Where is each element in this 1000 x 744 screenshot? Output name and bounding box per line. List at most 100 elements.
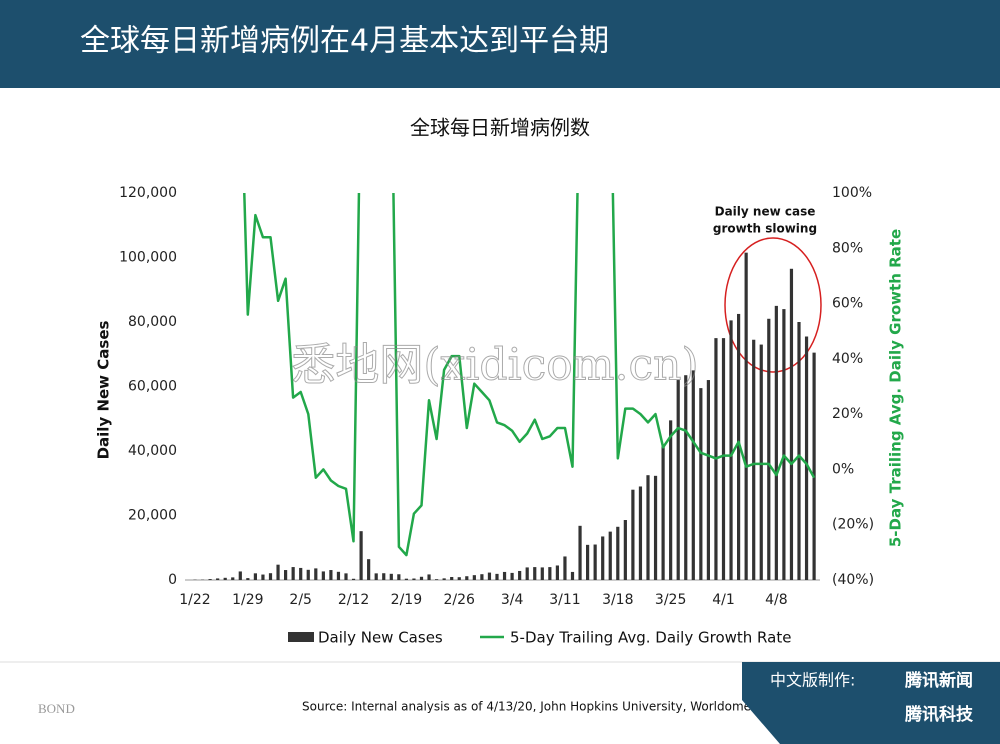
bar	[321, 571, 325, 580]
watermark: 悉地网(xidicom.cn)	[291, 340, 698, 391]
bar	[351, 578, 356, 580]
x-tick-label: 3/25	[655, 592, 686, 608]
bar	[616, 526, 620, 580]
brand: BOND	[38, 701, 75, 716]
y2-axis-label: 5-Day Trailing Avg. Daily Growth Rate	[887, 229, 905, 547]
bar	[570, 571, 575, 580]
bar	[623, 520, 627, 580]
legend-label: Daily New Cases	[318, 629, 443, 647]
y2-tick-label: 20%	[832, 406, 863, 422]
x-tick-label: 2/19	[391, 592, 422, 608]
y-tick-label: 0	[168, 572, 177, 588]
bar	[782, 309, 786, 580]
bar	[344, 573, 348, 580]
bar	[435, 579, 439, 580]
bar	[238, 571, 242, 580]
bar	[744, 252, 748, 580]
bar	[487, 572, 492, 580]
bar	[306, 569, 310, 580]
x-tick-label: 2/12	[338, 592, 369, 608]
bar	[669, 420, 673, 580]
bar	[419, 576, 424, 580]
bar	[804, 336, 809, 580]
y2-tick-label: (20%)	[832, 517, 874, 533]
bar	[593, 544, 597, 580]
bar	[797, 322, 801, 580]
bar	[608, 531, 612, 580]
annotation-circle	[724, 237, 822, 373]
bar	[767, 318, 771, 580]
bar	[638, 486, 643, 580]
bar	[397, 574, 401, 580]
slide-title: 全球每日新增病例在4月基本达到平台期	[80, 24, 609, 59]
header-bar	[0, 0, 1000, 88]
line	[243, 193, 816, 557]
bar	[563, 556, 567, 580]
bar	[412, 578, 416, 580]
y2-tick-label: 0%	[832, 461, 854, 477]
bar	[382, 573, 386, 580]
y2-tick-label: 80%	[832, 240, 863, 256]
y-axis-label: Daily New Cases	[95, 321, 113, 460]
bar	[223, 577, 227, 580]
bar	[548, 567, 552, 580]
bar	[774, 305, 778, 580]
x-tick-label: 1/29	[232, 592, 263, 608]
bar	[699, 388, 703, 580]
bar	[359, 531, 363, 580]
bar	[540, 567, 544, 580]
bar	[329, 570, 333, 580]
y2-tick-label: 40%	[832, 351, 863, 367]
y-tick-label: 100,000	[119, 250, 177, 266]
credit-label: 中文版制作:	[770, 671, 855, 690]
credit-tech: 腾讯科技	[905, 704, 974, 725]
legend-swatch	[288, 632, 314, 642]
bar	[472, 575, 476, 580]
bar	[450, 577, 454, 580]
bar	[404, 578, 408, 580]
bar	[216, 578, 220, 580]
x-tick-label: 2/5	[289, 592, 312, 608]
bar	[601, 536, 605, 580]
bar	[246, 578, 250, 580]
bar	[737, 313, 741, 580]
bar	[752, 339, 756, 580]
credit-block	[742, 662, 1000, 744]
bar	[208, 579, 212, 580]
bar	[457, 577, 461, 580]
x-tick-label: 4/8	[765, 592, 788, 608]
y2-tick-label: 100%	[832, 185, 872, 201]
bar	[389, 573, 393, 580]
bar	[261, 574, 265, 580]
bar	[653, 475, 658, 580]
source: Source: Internal analysis as of 4/13/20,…	[302, 700, 768, 714]
y-tick-label: 120,000	[119, 185, 177, 201]
bar	[336, 571, 341, 580]
bar	[586, 544, 590, 580]
y-tick-label: 60,000	[128, 379, 177, 395]
bar	[646, 475, 650, 580]
bar	[578, 525, 582, 580]
bar	[533, 567, 537, 580]
bar	[442, 578, 446, 580]
bar	[495, 573, 499, 580]
bar	[691, 370, 695, 580]
bar	[684, 375, 688, 580]
bar	[291, 567, 295, 580]
x-tick-label: 4/1	[712, 592, 735, 608]
x-tick-label: 2/26	[444, 592, 476, 608]
bar	[231, 577, 235, 580]
bar	[676, 380, 680, 580]
x-tick-label: 3/4	[501, 592, 524, 608]
bar	[812, 352, 816, 580]
bar	[510, 572, 514, 580]
bar	[518, 570, 522, 580]
bar	[314, 568, 318, 580]
bar	[480, 574, 484, 580]
bar	[706, 380, 710, 580]
bar	[299, 567, 303, 580]
bar	[502, 571, 507, 580]
bar	[276, 564, 280, 580]
bar	[729, 320, 733, 580]
